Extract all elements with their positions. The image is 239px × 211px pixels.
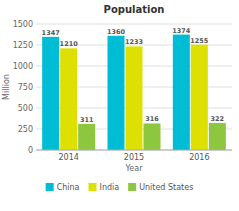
y-tick-label: 0	[28, 146, 33, 155]
legend-label: China	[57, 183, 80, 192]
data-label: 1374	[172, 27, 191, 35]
data-labels: 1347 1360 1374 1210 1233 1255 311 316 322	[42, 27, 225, 124]
y-tick-label: 1250	[13, 41, 33, 50]
y-axis-label: Million	[2, 74, 11, 100]
x-axis-label: Year	[125, 164, 144, 173]
x-axis-line	[36, 150, 232, 151]
bar	[209, 123, 226, 150]
y-tick-label: 1000	[13, 62, 33, 71]
data-label: 1360	[107, 28, 126, 36]
data-label: 1255	[190, 37, 209, 45]
legend-label: India	[100, 183, 120, 192]
data-label: 311	[80, 116, 94, 124]
data-label: 1210	[60, 40, 79, 48]
legend: China India United States	[46, 183, 194, 192]
x-tick-label: 2014	[58, 153, 78, 162]
bar	[108, 36, 125, 150]
chart: Population 0 250 500 750 1000 1250 1500 Million 1…	[0, 0, 239, 211]
grid-line	[36, 150, 232, 151]
data-label: 1347	[42, 29, 60, 37]
bar	[78, 124, 95, 150]
x-tick-label: 2016	[189, 153, 209, 162]
title: Population	[104, 4, 165, 15]
legend-label: United States	[139, 183, 193, 192]
data-label: 1233	[125, 38, 143, 46]
bar	[60, 48, 77, 150]
bar	[42, 37, 59, 150]
y-tick-label: 1500	[13, 20, 33, 29]
bar	[144, 123, 161, 150]
y-tick-label: 250	[18, 125, 33, 134]
bar	[126, 46, 143, 150]
bar	[191, 45, 208, 150]
data-label: 322	[211, 115, 225, 123]
legend-swatch	[89, 183, 97, 191]
y-tick-label: 750	[18, 83, 33, 92]
y-tick-label: 500	[18, 104, 33, 113]
grid	[36, 24, 232, 150]
grid-line	[36, 24, 232, 25]
x-tick-label: 2015	[124, 153, 144, 162]
legend-swatch	[128, 183, 136, 191]
legend-swatch	[46, 183, 54, 191]
bars	[42, 35, 226, 150]
data-label: 316	[145, 115, 159, 123]
bar	[173, 35, 190, 150]
